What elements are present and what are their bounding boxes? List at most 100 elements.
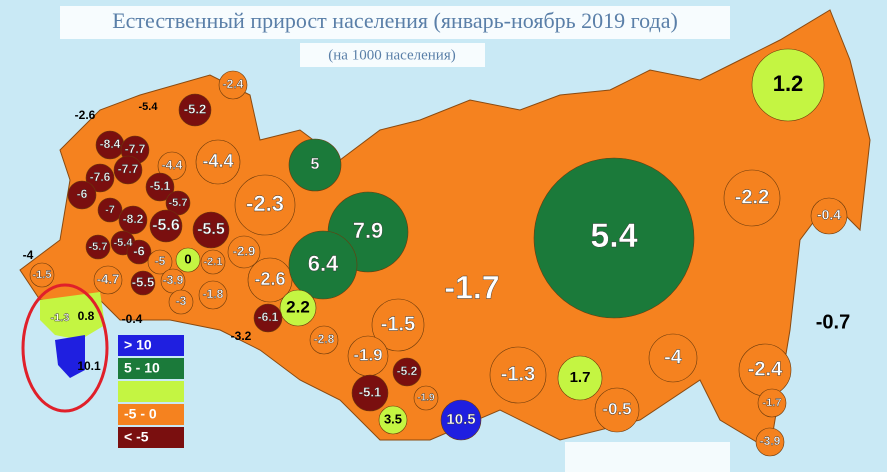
region [288, 230, 358, 300]
legend-label: > 10 [124, 337, 152, 353]
region-value: -4.7 [97, 271, 119, 286]
region [85, 163, 115, 193]
region [168, 289, 194, 315]
regions [29, 48, 848, 457]
region [192, 211, 230, 249]
highlight-circle [21, 283, 109, 413]
region-value: -5 [155, 254, 166, 268]
region-value: -4 [664, 346, 683, 368]
region [130, 270, 156, 296]
region [648, 333, 698, 383]
region [371, 298, 425, 352]
region-value: -2.4 [223, 77, 244, 91]
region-value: -3.2 [231, 329, 252, 343]
region [247, 257, 293, 303]
region-value: -5.2 [184, 101, 206, 116]
region [234, 174, 296, 236]
region-value: -5.6 [152, 217, 180, 234]
region-value: -5.5 [132, 274, 154, 289]
region-value: 7.9 [353, 218, 384, 243]
region [85, 234, 111, 260]
region-value: 3.5 [384, 411, 402, 426]
region-value: -4.4 [162, 158, 183, 172]
title: Естественный прирост населения (январь-н… [112, 8, 678, 33]
region [118, 205, 148, 235]
region [93, 265, 123, 295]
legend: > 10 5 - 10 -5 - 0 < -5 [118, 335, 184, 448]
region [557, 355, 603, 401]
region-value: -1.5 [381, 313, 415, 335]
region [113, 155, 143, 185]
region-value: -7.6 [90, 170, 111, 184]
region-value: -7.7 [118, 162, 139, 176]
region-value: -2.6 [254, 269, 285, 289]
region [175, 247, 201, 273]
legend-label: -5 - 0 [124, 406, 157, 422]
region-value: 1.7 [570, 369, 591, 386]
region-value: -2.2 [735, 186, 769, 208]
region-value: -0.5 [602, 399, 631, 418]
region-value: -2.6 [75, 108, 96, 122]
legend-swatch [118, 427, 184, 448]
region-value: 2.2 [286, 297, 310, 316]
region-value: -1.5 [33, 269, 52, 281]
region-value: 6.4 [308, 251, 339, 276]
region-value: -2.1 [204, 256, 223, 268]
region [67, 180, 97, 210]
region-value: -0.7 [816, 311, 850, 333]
region-value: -5.2 [397, 364, 418, 378]
title-bg [60, 6, 730, 39]
region-value: -5.1 [150, 179, 171, 193]
region-value: -6 [133, 243, 145, 258]
region [751, 48, 825, 122]
region [755, 427, 785, 457]
region-value: -0.4 [122, 312, 143, 326]
region-value: -6.1 [258, 310, 279, 324]
region [392, 357, 422, 387]
legend-swatch [118, 335, 184, 356]
region [97, 197, 123, 223]
region-value: -5.4 [139, 101, 159, 113]
subtitle: (на 1000 населения) [328, 47, 455, 63]
region-value: -5.1 [359, 384, 381, 399]
region [195, 139, 241, 185]
region-value: 0 [184, 251, 191, 266]
region-value: -1.8 [203, 287, 224, 301]
region-value: 0.8 [78, 309, 95, 323]
region-value: -2.3 [246, 191, 284, 216]
region-value: -1.3 [501, 363, 535, 385]
legend-swatch [118, 381, 184, 402]
region [594, 387, 640, 433]
region-value: -7.7 [125, 142, 146, 156]
region [218, 70, 248, 100]
patch [565, 442, 730, 472]
subtitle-bg [300, 43, 485, 67]
region [126, 239, 152, 265]
region [757, 388, 787, 418]
region [178, 93, 212, 127]
region-value: -5.5 [197, 221, 225, 238]
legend-swatch [118, 358, 184, 379]
region [253, 303, 283, 333]
region-value: -8.2 [123, 212, 144, 226]
region [198, 280, 228, 310]
region-value: -1.7 [763, 397, 782, 409]
region-value: -5.7 [89, 241, 108, 253]
region-value: -1.7 [444, 269, 499, 305]
region [149, 209, 183, 243]
region-value: 5.4 [590, 217, 637, 255]
region [413, 385, 439, 411]
region-value: -1.9 [353, 345, 382, 364]
crimea [40, 292, 105, 340]
region-value: -2.8 [314, 332, 335, 346]
region [29, 262, 55, 288]
region-value: -3.9 [163, 273, 184, 287]
region-labels: -2.4 -5.4 -5.2 -2.6 -8.4 -7.7 -7.7 -4.4 -4.4 5 -7.… [23, 71, 851, 449]
region [145, 172, 175, 202]
legend-label: 5 - 10 [124, 360, 160, 376]
region [378, 405, 408, 435]
region-value: -4.4 [202, 151, 233, 171]
region-value: -0.4 [817, 207, 841, 223]
region-value: 10.5 [446, 411, 475, 428]
